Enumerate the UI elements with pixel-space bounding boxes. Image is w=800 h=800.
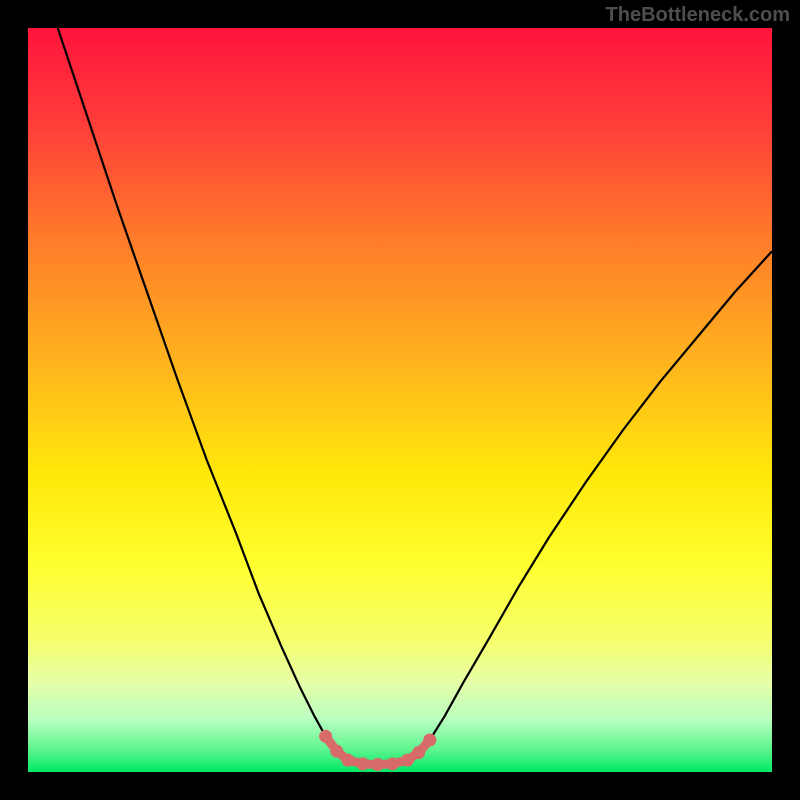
plot-frame [28,28,772,772]
watermark-text: TheBottleneck.com [606,4,790,27]
valley-marker [330,745,343,758]
valley-marker [423,734,436,747]
bottleneck-curve [58,28,772,765]
valley-marker [371,758,384,771]
valley-marker [412,746,425,759]
valley-marker [319,730,332,743]
valley-markers [319,730,436,771]
chart-container: TheBottleneck.com [0,0,800,800]
plot-svg [28,28,772,772]
valley-marker [386,757,399,770]
valley-marker [401,754,414,767]
valley-marker [356,757,369,770]
valley-marker [341,754,354,767]
